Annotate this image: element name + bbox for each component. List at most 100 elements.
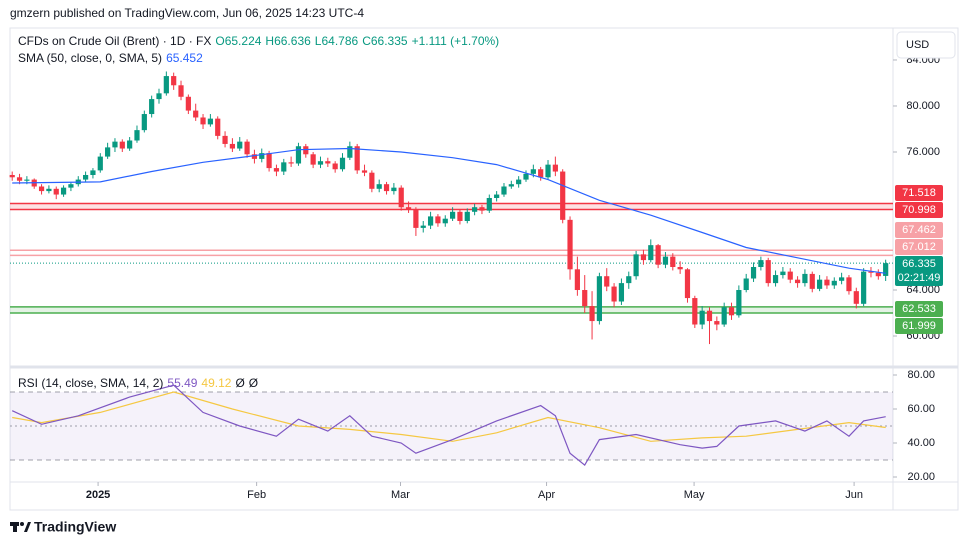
candle-body <box>530 169 536 174</box>
candle-body <box>442 218 448 224</box>
level-zone <box>10 306 893 314</box>
candle-body <box>545 164 551 178</box>
candle-body <box>163 76 169 94</box>
rsi-ma-value: 49.12 <box>201 376 231 390</box>
candle-body <box>281 162 287 172</box>
sma-line <box>12 147 886 274</box>
legend-open: O65.224 <box>215 34 261 48</box>
countdown: 02:21:49 <box>898 272 941 284</box>
candle-body <box>68 184 74 188</box>
legend-close: C66.335 <box>362 34 408 48</box>
candle-body <box>259 153 265 159</box>
candle-body <box>435 216 441 224</box>
candle-body <box>156 93 162 100</box>
candle-body <box>648 245 654 261</box>
candle-body <box>883 263 889 276</box>
candle-body <box>420 225 426 228</box>
candle-body <box>310 154 316 165</box>
candle-body <box>9 174 15 178</box>
candle-body <box>787 271 793 280</box>
candle-body <box>413 209 419 228</box>
candle-body <box>127 140 133 149</box>
sma-value: 65.452 <box>166 51 203 65</box>
level-label-box <box>895 202 943 218</box>
rsi-line <box>11 384 886 467</box>
candle-body <box>60 187 67 195</box>
candle-body <box>508 184 514 187</box>
candle-body <box>215 118 221 136</box>
candle-body <box>90 170 96 175</box>
level-zone <box>10 203 893 210</box>
candle-body <box>706 310 713 322</box>
rsi-na: Ø <box>235 376 244 390</box>
level-label: 61.999 <box>902 320 936 332</box>
candle-body <box>618 283 625 302</box>
candle-body <box>692 298 698 325</box>
candle-body <box>332 163 338 170</box>
candle-body <box>339 157 346 170</box>
candle-body <box>494 194 500 198</box>
candle-body <box>178 85 184 97</box>
candle-body <box>383 184 390 192</box>
candle-body <box>119 141 125 149</box>
candle-body <box>853 291 859 304</box>
level-label-box <box>895 301 943 317</box>
frame <box>9 27 959 511</box>
last-price-box <box>895 256 943 286</box>
x-tick-label: Apr <box>538 489 555 501</box>
rsi-y-tick-label: 60.00 <box>907 403 935 415</box>
candle-body <box>376 184 382 189</box>
x-tick-label: Mar <box>391 489 410 501</box>
tv-logo <box>10 522 31 532</box>
candle-body <box>780 271 786 276</box>
candle-body <box>464 211 470 221</box>
candle-body <box>171 76 177 86</box>
candle-body <box>105 147 111 157</box>
candle-body <box>325 161 331 164</box>
candle-body <box>251 154 258 159</box>
candle-body <box>193 110 199 118</box>
candle-body <box>16 177 23 181</box>
candle-body <box>736 290 742 316</box>
rsi-y-tick-label: 40.00 <box>907 437 935 449</box>
candle-body <box>295 146 302 164</box>
legend-change: +1.111 (+1.70%) <box>412 34 500 48</box>
candle-body <box>750 267 757 279</box>
candle-body <box>457 211 463 221</box>
candle-body <box>875 272 881 277</box>
candle-body <box>589 306 595 322</box>
candle-body <box>552 164 558 172</box>
sma-legend: SMA (50, close, 0, SMA, 5) <box>18 51 162 65</box>
rsi-na: Ø <box>249 376 258 390</box>
legend-title: CFDs on Crude Oil (Brent) · 1D · FX <box>18 34 211 48</box>
candle-body <box>427 216 434 226</box>
candle-body <box>582 290 588 307</box>
candle-body <box>677 267 683 270</box>
candle-body <box>846 277 852 292</box>
candle-body <box>538 169 544 178</box>
candle-body <box>244 141 250 155</box>
candle-body <box>303 146 309 155</box>
currency: USD <box>906 39 929 51</box>
candle-body <box>861 271 867 304</box>
candle-body <box>626 276 632 284</box>
y-tick-label: 76.000 <box>906 146 940 158</box>
candle-body <box>831 280 837 286</box>
candle-body <box>714 321 720 325</box>
candle-body <box>450 211 456 219</box>
legend-low: L64.786 <box>315 34 359 48</box>
level-label: 67.012 <box>902 241 936 253</box>
rsi-ma-line <box>12 391 886 442</box>
candle-body <box>141 114 147 131</box>
candle-body <box>486 197 492 211</box>
candle-body <box>149 99 155 115</box>
candle-body <box>24 179 30 181</box>
candle-body <box>728 307 735 316</box>
candle-body <box>794 279 801 284</box>
x-tick-label: 2025 <box>86 489 110 501</box>
candle-body <box>596 276 603 322</box>
candle-body <box>743 278 749 291</box>
candle-body <box>266 153 272 169</box>
candle-body <box>273 168 280 172</box>
